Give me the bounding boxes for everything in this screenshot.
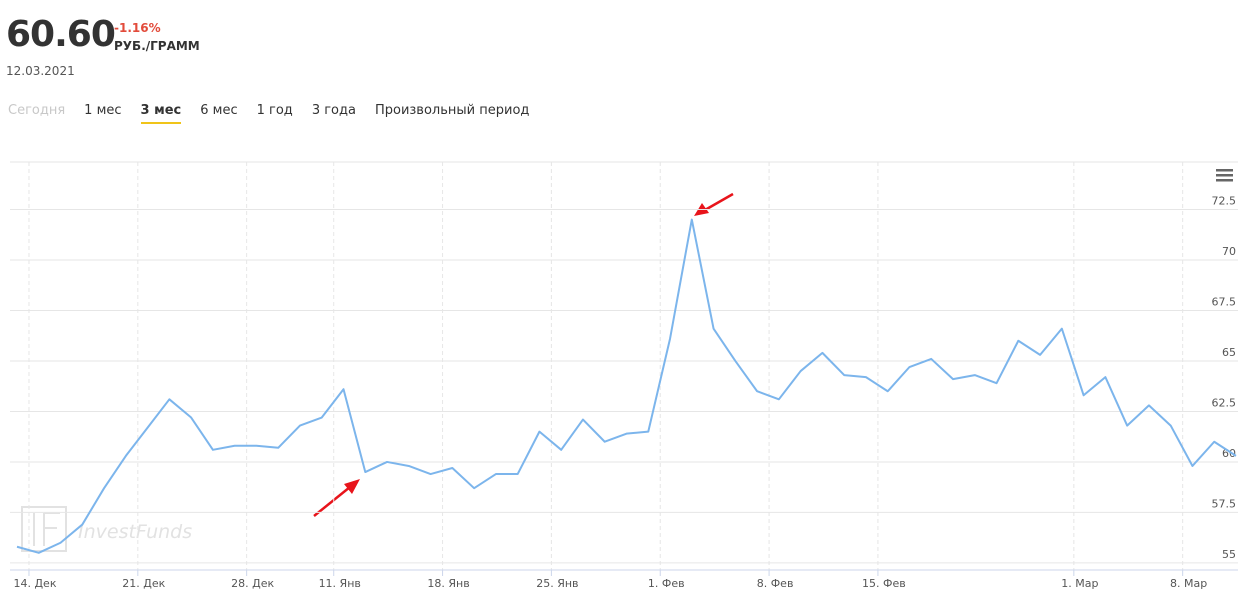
y-tick-label: 65 [1222,346,1236,359]
x-tick-label: 18. Янв [427,577,469,590]
x-tick-label: 28. Дек [231,577,274,590]
date: 12.03.2021 [6,64,75,78]
y-tick-label: 67.5 [1212,295,1237,308]
period-tab[interactable]: Произвольный период [374,103,530,118]
period-tab[interactable]: 3 мес [140,103,182,124]
x-tick-label: 8. Мар [1170,577,1207,590]
period-tab[interactable]: Сегодня [8,103,66,118]
period-tab[interactable]: 1 год [256,103,293,118]
menu-icon[interactable] [1216,169,1233,182]
price: 60.60 [6,14,116,55]
y-tick-label: 70 [1222,245,1236,258]
watermark-logo [21,506,67,552]
period-tabs: Сегодня 1 мес 3 мес 6 мес 1 год 3 года Произво… [8,103,529,124]
unit: РУБ./ГРАММ [114,39,200,53]
watermark: InvestFunds [78,521,192,543]
x-tick-label: 25. Янв [536,577,578,590]
period-tab[interactable]: 1 мес [84,103,122,118]
x-tick-label: 21. Дек [122,577,165,590]
x-tick-label: 8. Фев [757,577,794,590]
period-tab[interactable]: 3 года [311,103,356,118]
y-tick-label: 55 [1222,548,1236,561]
price-change: -1.16% [114,21,161,35]
y-tick-label: 57.5 [1212,497,1237,510]
x-tick-label: 1. Мар [1061,577,1098,590]
y-tick-label: 72.5 [1212,194,1237,207]
x-tick-label: 1. Фев [648,577,685,590]
x-tick-label: 11. Янв [319,577,361,590]
line-series [16,218,1237,554]
x-tick-label: 14. Дек [13,577,56,590]
period-tab[interactable]: 6 мес [200,103,238,118]
y-tick-label: 62.5 [1212,396,1237,409]
x-tick-label: 15. Фев [862,577,906,590]
